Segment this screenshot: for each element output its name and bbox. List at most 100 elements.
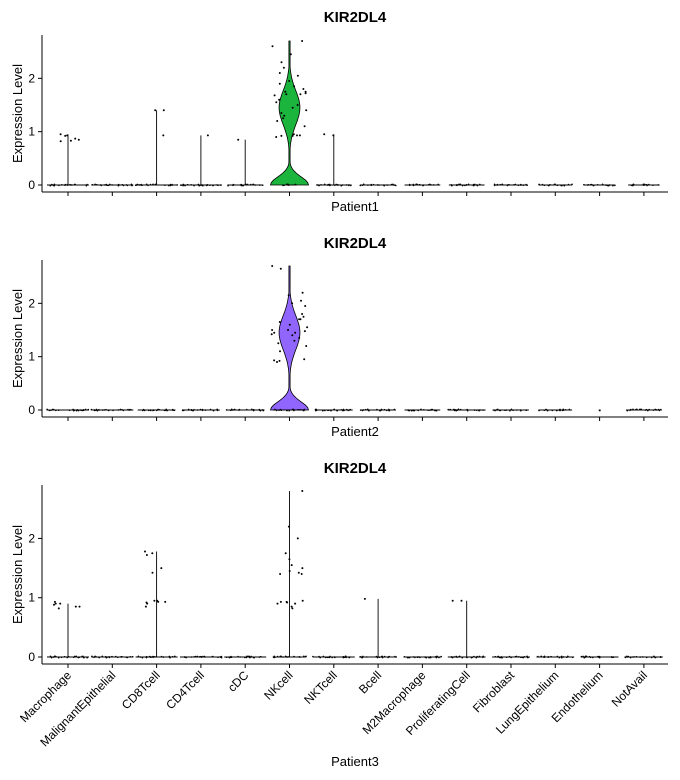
point — [567, 655, 569, 658]
point — [73, 655, 76, 658]
point — [166, 409, 168, 412]
point — [279, 573, 282, 575]
point — [271, 329, 274, 331]
point — [408, 656, 411, 659]
point — [336, 409, 338, 412]
point — [459, 183, 462, 186]
point — [525, 409, 527, 411]
point — [119, 408, 122, 411]
point — [94, 655, 96, 658]
point — [273, 359, 276, 362]
point — [64, 134, 67, 137]
point — [298, 318, 301, 321]
point — [287, 183, 289, 186]
point — [657, 184, 659, 186]
point — [342, 409, 344, 412]
point — [145, 554, 148, 556]
point — [324, 409, 326, 412]
point — [162, 656, 165, 658]
point — [217, 656, 219, 659]
point — [53, 183, 56, 186]
point — [231, 409, 233, 411]
point — [393, 408, 396, 411]
point — [388, 409, 390, 412]
point — [59, 140, 62, 143]
point — [252, 409, 255, 412]
point — [270, 333, 273, 336]
point — [645, 408, 648, 411]
point — [280, 61, 283, 64]
point — [169, 184, 172, 187]
point — [457, 408, 460, 411]
point — [394, 655, 396, 658]
point — [473, 655, 475, 658]
point — [206, 184, 209, 186]
point — [52, 408, 55, 411]
point — [120, 656, 122, 658]
point — [59, 602, 62, 605]
point — [466, 656, 468, 659]
point — [275, 409, 278, 412]
point — [90, 408, 93, 411]
point — [84, 408, 87, 411]
panel-title: KIR2DL4 — [324, 9, 387, 26]
point — [517, 184, 520, 186]
point — [251, 408, 253, 411]
point — [220, 184, 222, 186]
point — [233, 408, 236, 411]
point — [459, 408, 462, 411]
point — [349, 408, 352, 411]
point — [193, 408, 195, 411]
point — [153, 599, 156, 602]
point — [288, 80, 291, 82]
point — [327, 184, 330, 186]
point — [164, 600, 167, 603]
point — [301, 599, 304, 602]
point — [312, 655, 314, 658]
point — [322, 655, 325, 658]
point — [280, 112, 283, 114]
point — [274, 408, 276, 411]
point — [111, 184, 113, 186]
point — [152, 183, 154, 186]
point — [429, 183, 431, 186]
point — [543, 655, 546, 658]
point — [366, 408, 369, 411]
point — [96, 183, 98, 186]
point — [59, 133, 62, 136]
point — [68, 656, 70, 658]
point — [139, 656, 142, 658]
y-axis-label: Expression Level — [10, 525, 25, 624]
point — [478, 655, 481, 658]
point — [279, 267, 282, 270]
point — [185, 656, 187, 659]
point — [632, 656, 634, 658]
point — [180, 184, 182, 186]
point — [246, 183, 249, 186]
point — [145, 656, 148, 659]
point — [291, 302, 294, 305]
point — [433, 409, 436, 411]
point — [464, 184, 466, 187]
point — [66, 134, 69, 137]
point — [283, 184, 285, 187]
point — [632, 183, 634, 186]
point — [540, 655, 542, 658]
x-tick-label: NKcell — [261, 668, 295, 702]
point — [647, 409, 649, 412]
point — [293, 339, 296, 342]
point — [232, 409, 234, 411]
point — [438, 656, 440, 659]
point — [427, 409, 429, 412]
point — [642, 656, 644, 658]
point — [245, 656, 248, 659]
point — [482, 656, 484, 658]
point — [318, 655, 320, 658]
point — [168, 656, 171, 658]
point — [330, 409, 332, 412]
point — [303, 125, 306, 128]
point — [592, 184, 594, 187]
point — [614, 184, 616, 187]
point — [324, 656, 327, 659]
point — [514, 183, 517, 186]
